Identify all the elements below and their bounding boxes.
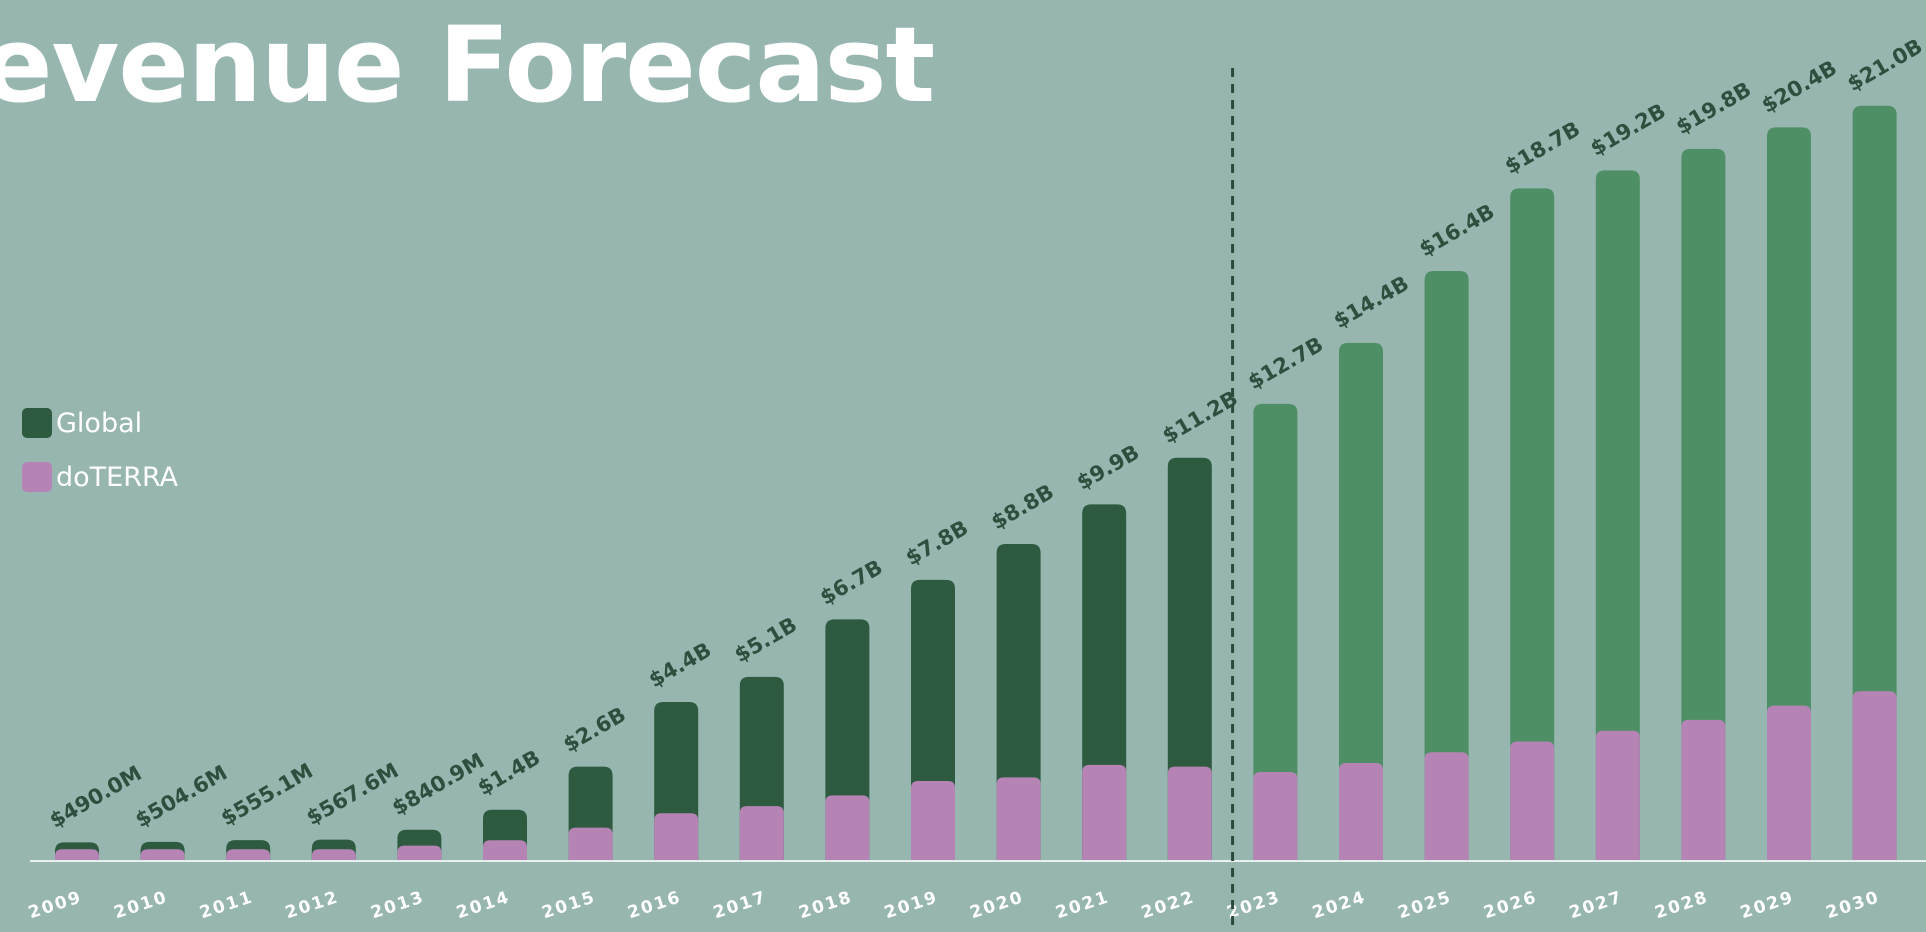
- value-label-2025: $16.4B: [1415, 199, 1498, 261]
- x-tick-label-2025: 2025: [1396, 887, 1455, 923]
- bar-global-2028: [1681, 148, 1726, 861]
- x-tick-label-2013: 2013: [368, 887, 427, 923]
- x-tick-label-2026: 2026: [1481, 887, 1540, 923]
- bar-doterra-2023: [1253, 772, 1298, 860]
- value-label-2014: $1.4B: [474, 745, 545, 800]
- x-tick-label-2015: 2015: [540, 887, 599, 923]
- value-label-2026: $18.7B: [1501, 117, 1584, 179]
- value-label-2021: $9.9B: [1073, 440, 1144, 495]
- bar-global-2027: [1595, 170, 1640, 860]
- x-tick-label-2027: 2027: [1567, 887, 1626, 923]
- legend-swatch-doterra: [22, 462, 52, 492]
- bar-global-2025: [1424, 270, 1469, 860]
- x-tick-label-2012: 2012: [283, 887, 342, 923]
- value-label-2018: $6.7B: [816, 555, 887, 610]
- legend-item-global[interactable]: Global: [22, 396, 178, 450]
- bar-doterra-2015: [568, 827, 613, 860]
- bar-doterra-2024: [1339, 763, 1383, 860]
- value-label-2011: $555.1M: [217, 759, 317, 831]
- bar-doterra-2018: [825, 795, 870, 860]
- bar-global-2030: [1852, 105, 1897, 860]
- x-tick-label-2011: 2011: [197, 887, 256, 923]
- bar-doterra-2022: [1167, 766, 1212, 860]
- x-tick-label-2014: 2014: [454, 887, 513, 923]
- bar-doterra-2030: [1852, 691, 1897, 860]
- x-tick-label-2030: 2030: [1824, 887, 1883, 923]
- value-label-2022: $11.2B: [1158, 386, 1241, 448]
- bar-doterra-2011: [226, 849, 271, 860]
- bar-doterra-2012: [311, 849, 356, 860]
- bar-doterra-2009: [55, 849, 99, 860]
- bar-global-2024: [1339, 342, 1383, 860]
- value-label-2029: $20.4B: [1758, 56, 1841, 118]
- bar-doterra-2019: [911, 780, 955, 860]
- value-label-2017: $5.1B: [730, 612, 801, 667]
- value-label-2023: $12.7B: [1244, 332, 1327, 394]
- x-tick-label-2018: 2018: [796, 887, 855, 923]
- x-tick-label-2016: 2016: [625, 887, 684, 923]
- bar-doterra-2020: [996, 777, 1041, 860]
- bar-doterra-2029: [1767, 705, 1811, 860]
- x-tick-label-2028: 2028: [1652, 887, 1711, 923]
- bar-global-2029: [1767, 127, 1811, 860]
- value-label-2009: $490.0M: [46, 761, 146, 833]
- x-tick-label-2022: 2022: [1139, 887, 1198, 923]
- x-tick-label-2021: 2021: [1053, 887, 1112, 923]
- x-tick-label-2019: 2019: [882, 887, 941, 923]
- value-label-2013: $840.9M: [388, 748, 488, 820]
- value-label-2010: $504.6M: [131, 760, 231, 832]
- legend: Global doTERRA: [22, 396, 178, 504]
- legend-swatch-global: [22, 408, 52, 438]
- bar-doterra-2025: [1424, 752, 1469, 860]
- bar-doterra-2010: [140, 849, 185, 860]
- value-label-2024: $14.4B: [1330, 271, 1413, 333]
- value-label-2012: $567.6M: [302, 758, 402, 830]
- legend-label-doterra: doTERRA: [56, 461, 179, 493]
- bar-doterra-2017: [739, 806, 784, 860]
- bar-doterra-2026: [1510, 741, 1555, 860]
- bar-doterra-2014: [483, 840, 527, 860]
- legend-label-global: Global: [56, 407, 143, 439]
- x-tick-label-2010: 2010: [112, 887, 171, 923]
- value-label-2019: $7.8B: [902, 515, 973, 570]
- legend-item-doterra[interactable]: doTERRA: [22, 450, 178, 504]
- bar-global-2022: [1167, 457, 1212, 860]
- bar-global-2026: [1510, 188, 1555, 861]
- x-tick-label-2029: 2029: [1738, 887, 1797, 923]
- value-label-2016: $4.4B: [645, 638, 716, 693]
- value-label-2027: $19.2B: [1586, 99, 1669, 161]
- x-tick-label-2017: 2017: [711, 887, 770, 923]
- value-label-2030: $21.0B: [1843, 34, 1926, 96]
- value-label-2020: $8.8B: [987, 480, 1058, 535]
- bar-doterra-2021: [1082, 764, 1127, 860]
- value-label-2015: $2.6B: [559, 702, 630, 757]
- bar-global-2023: [1253, 403, 1298, 860]
- x-tick-label-2024: 2024: [1310, 887, 1369, 923]
- x-tick-label-2020: 2020: [968, 887, 1027, 923]
- bar-doterra-2028: [1681, 719, 1726, 860]
- value-label-2028: $19.8B: [1672, 77, 1755, 139]
- bar-doterra-2013: [397, 845, 442, 860]
- bar-doterra-2016: [654, 813, 699, 860]
- x-tick-label-2009: 2009: [26, 887, 85, 923]
- chart-title: evenue Forecast: [0, 4, 935, 126]
- bar-doterra-2027: [1595, 730, 1640, 860]
